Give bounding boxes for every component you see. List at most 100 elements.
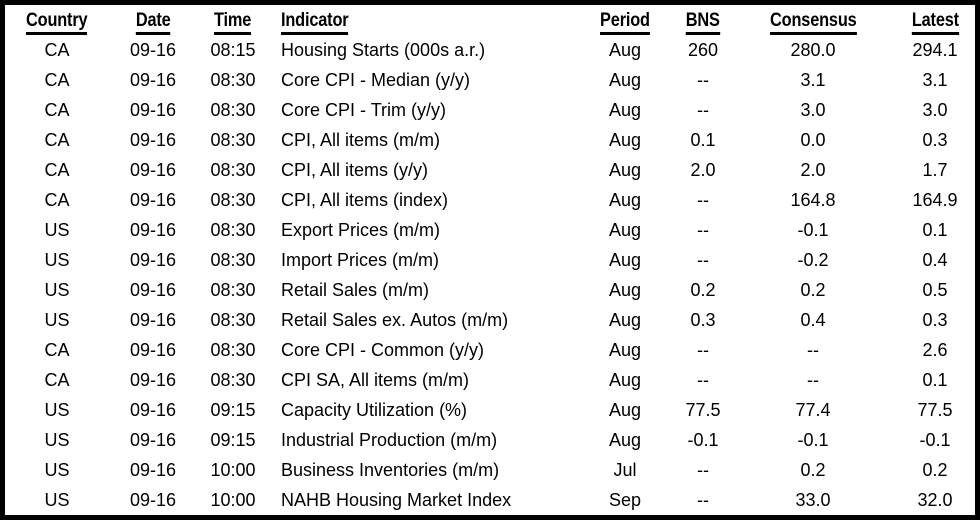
- cell-country: CA: [44, 160, 70, 180]
- cell-date: 09-16: [129, 430, 177, 450]
- cell-consensus: 77.4: [795, 400, 831, 420]
- cell-bns: --: [697, 370, 709, 390]
- cell-date: 09-16: [129, 460, 177, 480]
- cell-consensus: 2.0: [800, 160, 826, 180]
- cell-indicator: Industrial Production (m/m): [281, 430, 498, 450]
- cell-country: US: [44, 220, 70, 240]
- cell-bns: 0.1: [690, 130, 716, 150]
- cell-indicator: Import Prices (m/m): [281, 250, 440, 270]
- cell-country: CA: [44, 70, 70, 90]
- cell-consensus: 3.1: [800, 70, 826, 90]
- cell-latest: 164.9: [912, 190, 958, 210]
- cell-bns: 2.0: [690, 160, 716, 180]
- cell-date: 09-16: [129, 100, 177, 120]
- cell-date: 09-16: [129, 70, 177, 90]
- cell-country: CA: [44, 100, 70, 120]
- cell-consensus: 0.2: [800, 280, 826, 300]
- cell-latest: 0.1: [922, 220, 948, 240]
- cell-time: 08:30: [210, 370, 256, 390]
- cell-bns: 260: [687, 40, 719, 60]
- cell-date: 09-16: [129, 130, 177, 150]
- cell-indicator: Retail Sales ex. Autos (m/m): [281, 310, 509, 330]
- cell-date: 09-16: [129, 250, 177, 270]
- cell-time: 08:30: [210, 100, 256, 120]
- table-row: CA 09-16 08:30 Core CPI - Trim (y/y) Aug -- 3.…: [5, 95, 975, 125]
- cell-indicator: Core CPI - Median (y/y): [281, 70, 471, 90]
- cell-date: 09-16: [129, 280, 177, 300]
- column-header-bns: BNS: [675, 5, 731, 35]
- column-header-indicator-label: Indicator: [281, 10, 349, 35]
- cell-latest: 2.6: [922, 340, 948, 360]
- table-row: CA 09-16 08:15 Housing Starts (000s a.r.) Au…: [5, 35, 975, 65]
- cell-period: Aug: [608, 130, 642, 150]
- table-row: CA 09-16 08:30 CPI, All items (y/y) Aug 2.0 2.…: [5, 155, 975, 185]
- cell-indicator: Core CPI - Trim (y/y): [281, 100, 446, 120]
- cell-time: 08:30: [210, 70, 256, 90]
- cell-indicator: CPI, All items (index): [281, 190, 449, 210]
- cell-period: Aug: [608, 370, 642, 390]
- cell-period: Aug: [608, 160, 642, 180]
- column-header-bns-label: BNS: [686, 10, 720, 35]
- cell-latest: 32.0: [917, 490, 953, 510]
- cell-consensus: 33.0: [795, 490, 831, 510]
- cell-country: US: [44, 250, 70, 270]
- cell-indicator: Core CPI - Common (y/y): [281, 340, 485, 360]
- column-header-date: Date: [109, 5, 197, 35]
- column-header-country: Country: [5, 5, 109, 35]
- cell-latest: 77.5: [917, 400, 953, 420]
- table-body: CA 09-16 08:15 Housing Starts (000s a.r.) Au…: [5, 35, 975, 515]
- cell-consensus: 280.0: [790, 40, 836, 60]
- cell-latest: 3.1: [922, 70, 948, 90]
- cell-indicator: NAHB Housing Market Index: [281, 490, 512, 510]
- cell-time: 09:15: [210, 430, 256, 450]
- column-header-time: Time: [197, 5, 269, 35]
- column-header-country-label: Country: [26, 10, 88, 35]
- column-header-indicator: Indicator: [269, 5, 575, 35]
- cell-indicator: CPI, All items (y/y): [281, 160, 429, 180]
- cell-consensus: 164.8: [790, 190, 836, 210]
- cell-bns: --: [697, 190, 709, 210]
- cell-date: 09-16: [129, 40, 177, 60]
- table-row: US 09-16 08:30 Retail Sales (m/m) Aug 0.2 0.2 0…: [5, 275, 975, 305]
- cell-latest: -0.1: [919, 430, 951, 450]
- cell-bns: --: [697, 250, 709, 270]
- table-row: US 09-16 09:15 Industrial Production (m/m) A…: [5, 425, 975, 455]
- cell-latest: 0.4: [922, 250, 948, 270]
- cell-time: 09:15: [210, 400, 256, 420]
- table-row: CA 09-16 08:30 CPI, All items (index) Aug -- 1…: [5, 185, 975, 215]
- cell-country: US: [44, 280, 70, 300]
- cell-period: Aug: [608, 220, 642, 240]
- table-row: CA 09-16 08:30 Core CPI - Common (y/y) Aug --…: [5, 335, 975, 365]
- column-header-period: Period: [575, 5, 675, 35]
- cell-time: 08:30: [210, 130, 256, 150]
- table-row: CA 09-16 08:30 CPI, All items (m/m) Aug 0.1 0.…: [5, 125, 975, 155]
- cell-indicator: Business Inventories (m/m): [281, 460, 500, 480]
- cell-period: Aug: [608, 430, 642, 450]
- column-header-date-label: Date: [135, 10, 171, 35]
- cell-indicator: Capacity Utilization (%): [281, 400, 468, 420]
- table-row: US 09-16 09:15 Capacity Utilization (%) Aug 7…: [5, 395, 975, 425]
- cell-consensus: --: [807, 370, 819, 390]
- cell-period: Aug: [608, 280, 642, 300]
- table-row: US 09-16 08:30 Import Prices (m/m) Aug -- -0.2…: [5, 245, 975, 275]
- cell-consensus: --: [807, 340, 819, 360]
- cell-latest: 0.3: [922, 310, 948, 330]
- cell-consensus: 0.2: [800, 460, 826, 480]
- cell-bns: 77.5: [685, 400, 721, 420]
- cell-bns: --: [697, 70, 709, 90]
- column-header-consensus: Consensus: [731, 5, 895, 35]
- cell-country: US: [44, 430, 70, 450]
- cell-latest: 0.2: [922, 460, 948, 480]
- table-row: US 09-16 10:00 Business Inventories (m/m) Ju…: [5, 455, 975, 485]
- cell-consensus: -0.1: [797, 220, 829, 240]
- column-header-latest-label: Latest: [911, 10, 959, 35]
- cell-period: Sep: [608, 490, 642, 510]
- cell-time: 08:30: [210, 190, 256, 210]
- table-row: US 09-16 08:30 Export Prices (m/m) Aug -- -0.1…: [5, 215, 975, 245]
- cell-date: 09-16: [129, 370, 177, 390]
- cell-latest: 3.0: [922, 100, 948, 120]
- cell-period: Jul: [613, 460, 637, 480]
- cell-country: CA: [44, 130, 70, 150]
- cell-consensus: 3.0: [800, 100, 826, 120]
